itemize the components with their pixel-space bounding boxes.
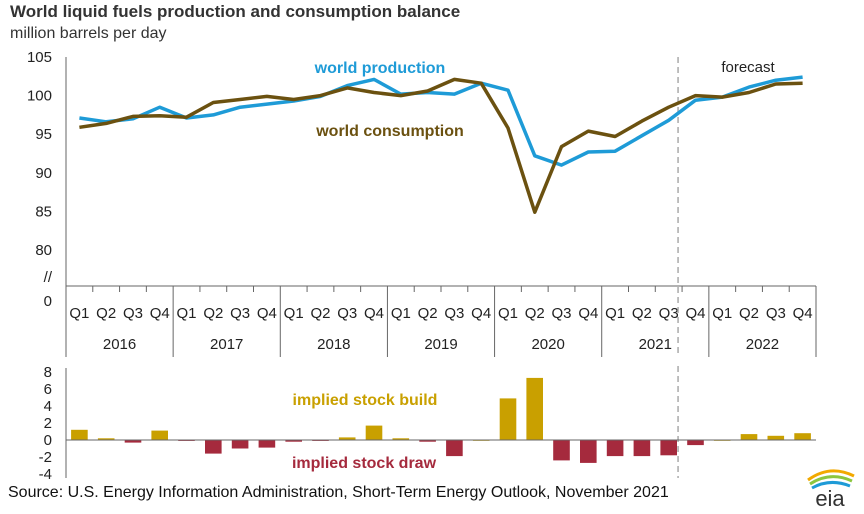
year-tick-label: 2020 (531, 336, 564, 353)
stock-draw-bar (660, 440, 677, 456)
quarter-tick-label: Q2 (525, 305, 545, 322)
quarter-tick-label: Q2 (310, 305, 330, 322)
quarter-tick-label: Q2 (739, 305, 759, 322)
stock-draw-bar (231, 440, 249, 449)
stock-draw-bar (205, 440, 222, 454)
quarter-tick-label: Q4 (793, 305, 813, 322)
stock-draw-bar (553, 440, 570, 461)
quarter-tick-label: Q1 (284, 305, 304, 322)
stock-draw-label: implied stock draw (292, 455, 437, 472)
quarter-tick-label: Q3 (552, 305, 572, 322)
quarter-tick-label: Q1 (712, 305, 732, 322)
bar-y-tick-label: 4 (44, 398, 52, 415)
bar-y-tick-label: 2 (44, 415, 52, 432)
quarter-tick-label: Q3 (337, 305, 357, 322)
chart-subtitle: million barrels per day (10, 25, 167, 42)
stock-build-bar (499, 398, 517, 440)
quarter-tick-label: Q1 (391, 305, 411, 322)
bar-y-tick-label: -4 (39, 466, 52, 483)
stock-draw-bar (285, 440, 302, 442)
stock-draw-bar (419, 440, 436, 442)
source-note: Source: U.S. Energy Information Administ… (8, 484, 669, 501)
stock-draw-bar (633, 440, 651, 457)
stock-build-bar (767, 435, 785, 441)
y-tick-label: 105 (27, 49, 52, 66)
stock-draw-bar (687, 440, 704, 446)
top-line-chart: 105 100 95 90 85 80 // 0 Q1 Q2 Q3 Q4 Q1 Q2 Q3 Q4 Q1 Q2 Q3 Q… (27, 49, 817, 357)
consumption-series-label: world consumption (315, 123, 464, 140)
year-tick-label: 2018 (317, 336, 350, 353)
quarter-tick-label: Q1 (498, 305, 518, 322)
quarter-tick-label: Q4 (364, 305, 384, 322)
quarter-tick-label: Q3 (766, 305, 786, 322)
quarter-tick-label: Q4 (685, 305, 705, 322)
production-series-line (79, 75, 803, 167)
quarter-tick-label: Q2 (418, 305, 438, 322)
production-series-label: world production (314, 60, 446, 77)
quarter-tick-label: Q4 (257, 305, 277, 322)
stock-draw-bar (446, 440, 463, 457)
stock-build-bar (526, 377, 543, 440)
quarter-tick-label: Q3 (230, 305, 250, 322)
y-tick-label: 85 (35, 203, 52, 220)
quarter-tick-label: Q2 (203, 305, 223, 322)
bar-y-tick-label: 0 (44, 432, 52, 449)
stock-build-bar (365, 425, 383, 440)
y-tick-label: 0 (44, 293, 52, 310)
year-tick-label: 2016 (103, 336, 136, 353)
forecast-label: forecast (721, 59, 775, 76)
bar-y-tick-label: 8 (44, 364, 52, 381)
consumption-series-line (79, 77, 803, 214)
y-tick-label: 80 (35, 242, 52, 259)
year-tick-label: 2022 (746, 336, 779, 353)
stock-build-bar (97, 438, 115, 440)
quarter-tick-label: Q4 (578, 305, 598, 322)
stock-build-bar (151, 430, 168, 440)
quarter-tick-label: Q3 (444, 305, 464, 322)
quarter-tick-label: Q4 (150, 305, 170, 322)
year-tick-label: 2021 (639, 336, 672, 353)
stock-build-bar (740, 434, 758, 440)
y-tick-label: 95 (35, 126, 52, 143)
y-tick-label: 100 (27, 88, 52, 105)
stock-build-bar (338, 437, 356, 440)
stock-draw-bar (258, 440, 276, 448)
bar-y-tick-label: -2 (39, 449, 52, 466)
stock-build-label: implied stock build (293, 392, 438, 409)
bar-y-tick-label: 6 (44, 381, 52, 398)
y-tick-label: // (44, 269, 53, 286)
stock-draw-bar (580, 440, 597, 463)
quarter-tick-label: Q1 (605, 305, 625, 322)
stock-draw-bar (124, 440, 142, 443)
y-tick-label: 90 (35, 165, 52, 182)
stock-build-bar (794, 433, 811, 440)
quarter-tick-label: Q3 (659, 305, 679, 322)
chart-title: World liquid fuels production and consum… (10, 2, 461, 21)
stock-build-bar (71, 429, 88, 440)
eia-logo-icon: eia (807, 469, 855, 510)
quarter-tick-label: Q1 (177, 305, 197, 322)
quarter-tick-label: Q3 (123, 305, 143, 322)
eia-logo-text: eia (815, 486, 845, 510)
quarter-tick-label: Q2 (96, 305, 116, 322)
stock-build-bar (392, 438, 410, 440)
quarter-tick-label: Q1 (69, 305, 89, 322)
year-tick-label: 2017 (210, 336, 243, 353)
year-tick-label: 2019 (424, 336, 457, 353)
quarter-tick-label: Q4 (471, 305, 491, 322)
quarter-tick-label: Q2 (632, 305, 652, 322)
stock-draw-bar (606, 440, 624, 457)
